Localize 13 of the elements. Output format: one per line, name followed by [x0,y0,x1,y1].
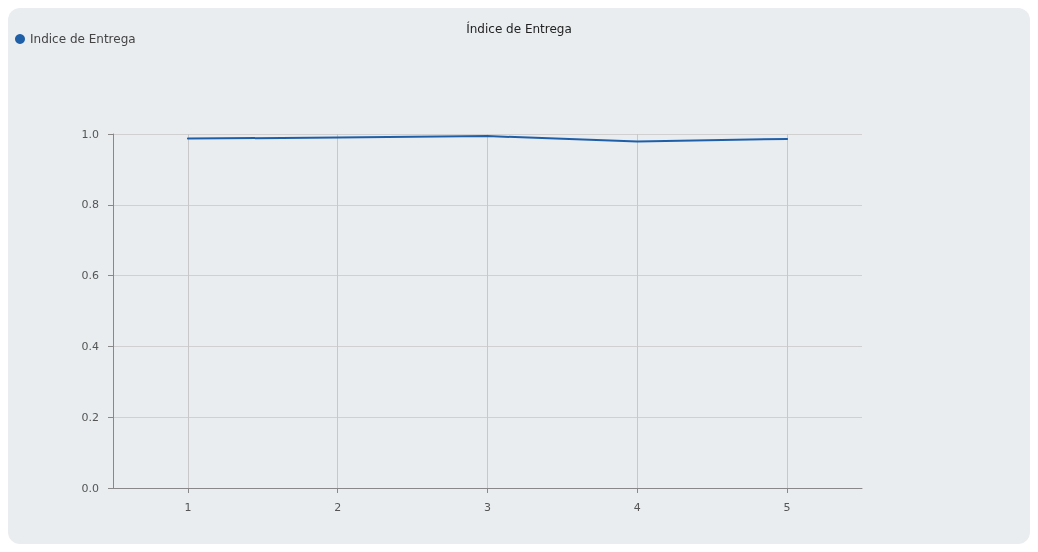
y-tick-label: 0.4 [81,339,99,353]
x-tick-label: 5 [783,501,791,514]
y-tick-label: 0.8 [81,198,99,212]
x-tick-label: 2 [334,501,342,514]
y-tick-label: 0.2 [81,410,99,424]
y-tick-label: 0.6 [81,269,99,283]
y-tick-label: 1.0 [81,127,99,141]
y-tick-label: 0.0 [81,481,99,495]
x-tick-label: 1 [184,501,192,514]
x-tick-label: 3 [484,501,491,514]
x-tick-label: 4 [633,501,641,514]
chart-title: Índice de Entrega [466,21,572,36]
legend-label: Indice de Entrega [30,32,136,46]
